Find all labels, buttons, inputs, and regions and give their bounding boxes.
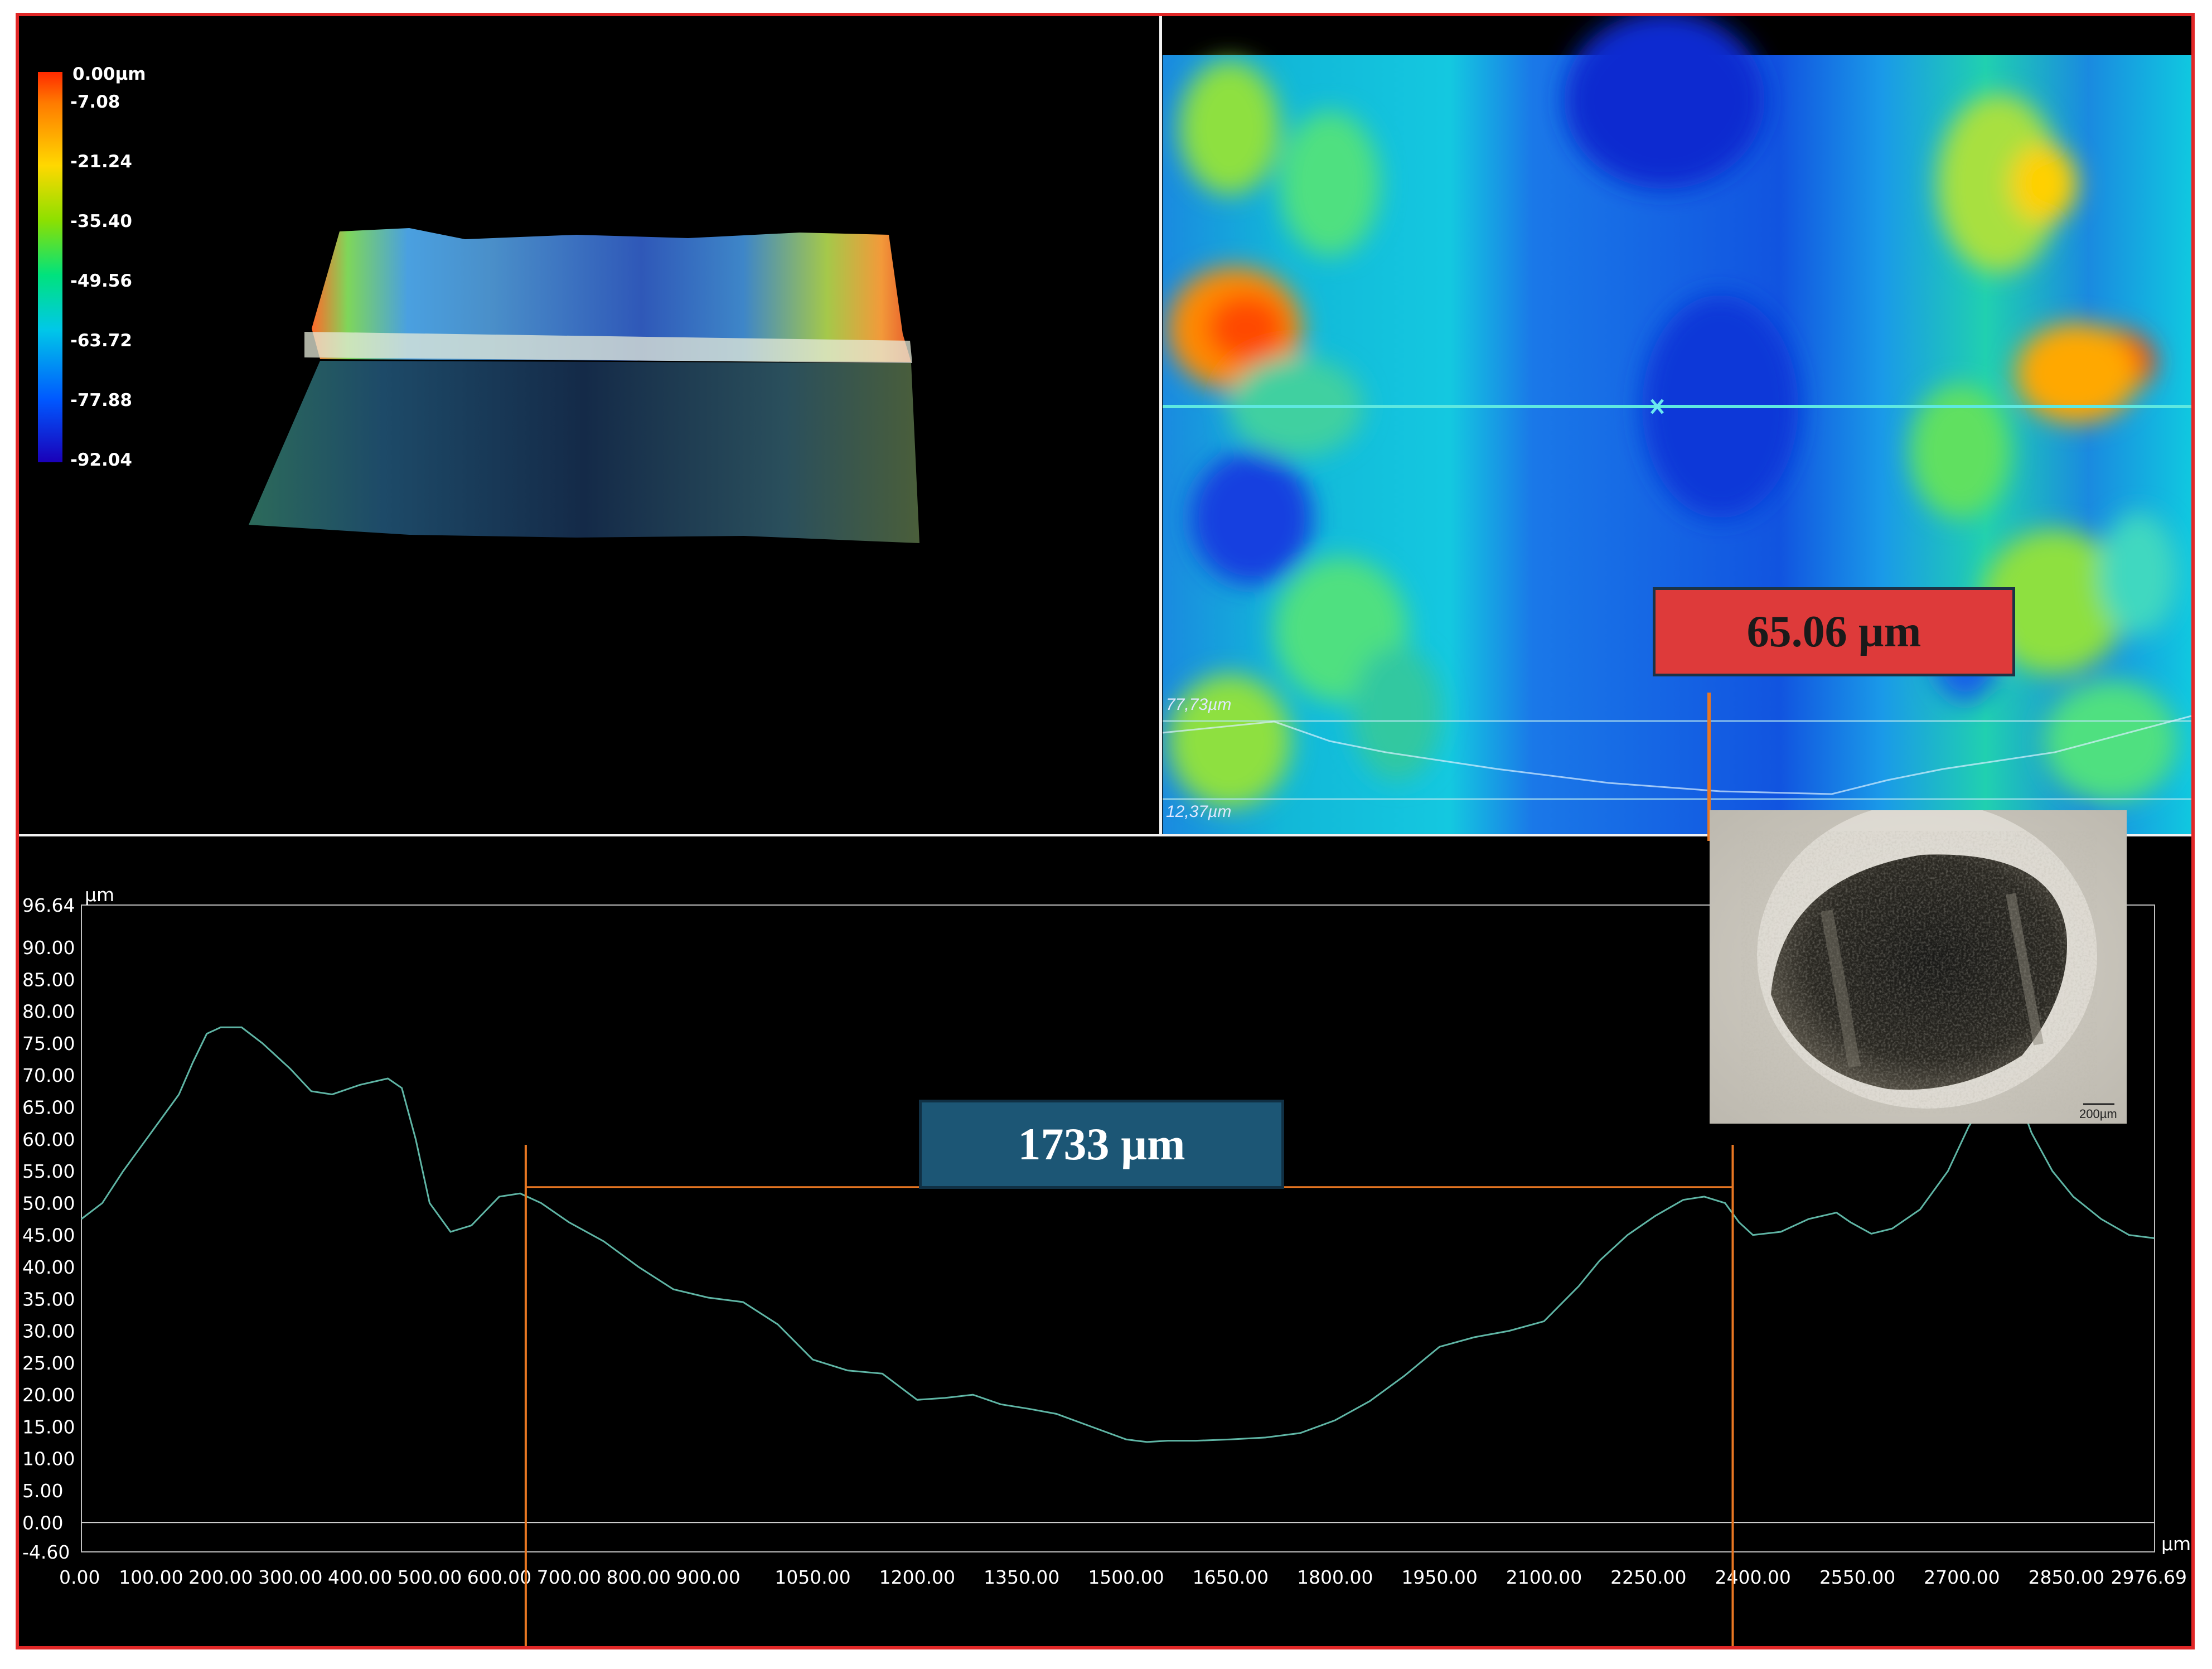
height-map-max-label: 77,73µm	[1166, 695, 1232, 714]
y-tick-label: 90.00	[22, 937, 75, 959]
x-tick-label: 2250.00	[1610, 1566, 1686, 1588]
y-axis-unit: µm	[85, 884, 114, 906]
3d-surface-render	[249, 228, 919, 543]
colorbar-label-1: -7.08	[70, 92, 120, 112]
y-tick-label: 50.00	[22, 1192, 75, 1214]
x-tick-label: 1500.00	[1088, 1566, 1164, 1588]
x-axis-unit: µm	[2161, 1533, 2191, 1555]
width-callout-label: 1733 µm	[1018, 1119, 1185, 1169]
y-tick-label: 75.00	[22, 1033, 75, 1054]
plot-frame	[81, 904, 2155, 1552]
x-tick-label: 1800.00	[1297, 1566, 1373, 1588]
y-tick-label: 35.00	[22, 1288, 75, 1310]
colorbar-label-7: -92.04	[70, 450, 132, 470]
y-tick-label: -4.60	[22, 1541, 70, 1563]
colorbar-label-0: 0.00µm	[72, 64, 146, 84]
x-tick-label: 700.00	[537, 1566, 601, 1588]
y-tick-label: 20.00	[22, 1384, 75, 1406]
x-tick-label: 1050.00	[775, 1566, 850, 1588]
3d-surface-view[interactable]: 0.00µm -7.08 -21.24 -35.40 -49.56 -63.72…	[19, 16, 1159, 835]
y-tick-label: 10.00	[22, 1448, 75, 1470]
colorbar-label-4: -49.56	[70, 271, 132, 291]
height-map-min-label: 12,37µm	[1166, 802, 1232, 821]
y-tick-label: 55.00	[22, 1160, 75, 1182]
y-tick-label: 5.00	[22, 1480, 63, 1502]
colorbar-label-2: -21.24	[70, 152, 132, 172]
y-tick-label: 60.00	[22, 1129, 75, 1150]
x-tick-label: 2100.00	[1506, 1566, 1582, 1588]
x-tick-label: 2700.00	[1924, 1566, 2000, 1588]
x-tick-label: 300.00	[258, 1566, 322, 1588]
y-tick-label: 30.00	[22, 1320, 75, 1342]
x-tick-label: 900.00	[676, 1566, 740, 1588]
depth-callout: 65.06 µm	[1653, 587, 2015, 676]
x-tick-label: 600.00	[467, 1566, 531, 1588]
micrograph-image: 200µm	[1710, 810, 2127, 1124]
width-callout: 1733 µm	[919, 1100, 1284, 1189]
x-tick-label: 1650.00	[1193, 1566, 1269, 1588]
x-tick-label: 800.00	[606, 1566, 670, 1588]
x-tick-label: 500.00	[398, 1566, 462, 1588]
x-tick-label: 2550.00	[1819, 1566, 1895, 1588]
colorbar-label-6: -77.88	[70, 390, 132, 410]
x-tick-label: 1350.00	[984, 1566, 1059, 1588]
x-tick-label: 2850.00	[2029, 1566, 2104, 1588]
y-tick-label: 80.00	[22, 1001, 75, 1023]
vertical-divider	[1159, 16, 1162, 836]
y-tick-label: 45.00	[22, 1225, 75, 1246]
colorbar-label-3: -35.40	[70, 211, 132, 231]
y-tick-label: 65.00	[22, 1097, 75, 1119]
profile-line	[81, 1026, 2155, 1443]
x-tick-label: 1200.00	[879, 1566, 955, 1588]
x-tick-label: 2976.69	[2111, 1566, 2187, 1588]
height-map-view[interactable]: 77,73µm 12,37µm	[1163, 16, 2191, 835]
scale-bar-label: 200µm	[2079, 1107, 2117, 1121]
y-tick-label: 70.00	[22, 1065, 75, 1086]
y-tick-label: 96.64	[22, 894, 75, 916]
color-scale-bar	[38, 72, 62, 462]
x-tick-label: 100.00	[119, 1566, 183, 1588]
figure-frame: 0.00µm -7.08 -21.24 -35.40 -49.56 -63.72…	[16, 13, 2195, 1649]
y-tick-label: 25.00	[22, 1352, 75, 1374]
colorbar-label-5: -63.72	[70, 331, 132, 351]
depth-callout-label: 65.06 µm	[1746, 607, 1921, 656]
x-tick-label: 0.00	[59, 1566, 100, 1588]
x-tick-label: 200.00	[188, 1566, 253, 1588]
x-tick-label: 400.00	[328, 1566, 392, 1588]
height-map-image	[1163, 16, 2191, 835]
y-tick-label: 0.00	[22, 1512, 63, 1533]
horizontal-divider	[19, 834, 2191, 836]
y-tick-label: 85.00	[22, 969, 75, 990]
y-tick-label: 40.00	[22, 1256, 75, 1278]
crater-micrograph: 200µm	[1710, 810, 2127, 1124]
x-tick-label: 1950.00	[1401, 1566, 1477, 1588]
y-tick-label: 15.00	[22, 1416, 75, 1438]
x-tick-label: 2400.00	[1715, 1566, 1790, 1588]
profile-chart: 96.64 90.00 85.00 80.00 75.00 70.00 65.00 60.00…	[22, 884, 2191, 1646]
depth-callout-connector	[1707, 693, 1711, 841]
